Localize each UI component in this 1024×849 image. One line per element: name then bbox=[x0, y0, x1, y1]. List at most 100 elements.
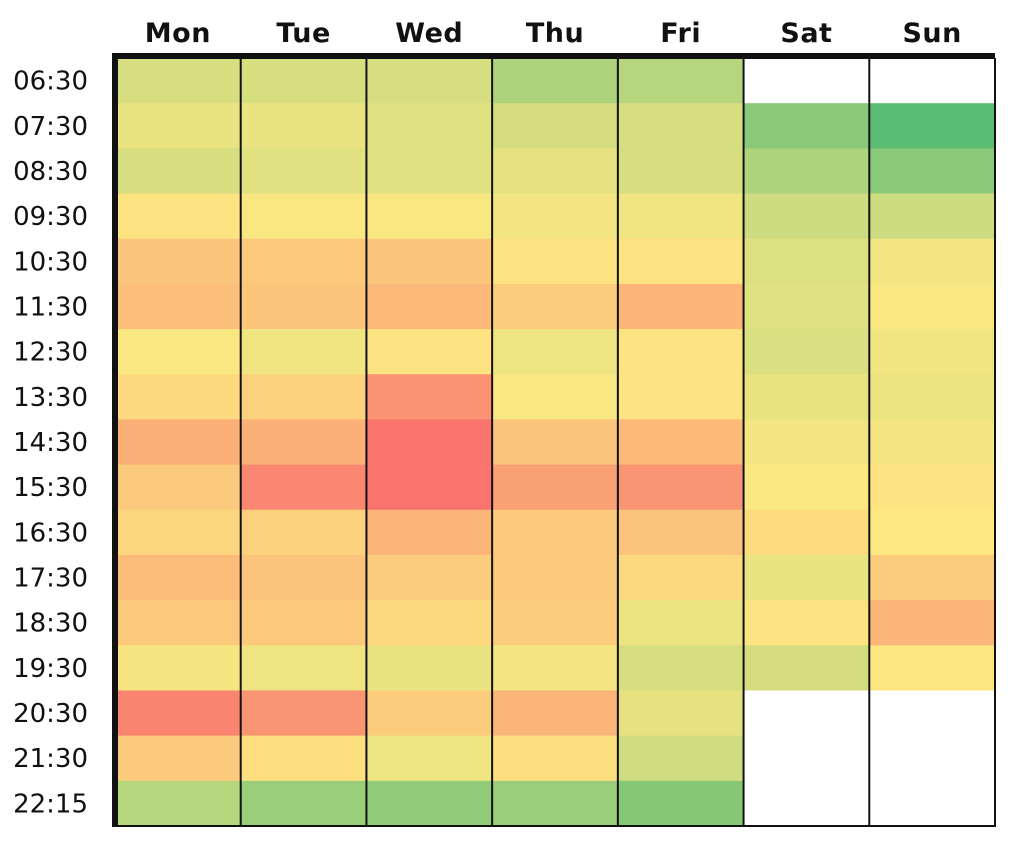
day-label-tue: Tue bbox=[276, 18, 331, 49]
heatmap-cell bbox=[492, 690, 619, 737]
heatmap-cell bbox=[366, 148, 493, 195]
time-label: 07:30 bbox=[13, 112, 88, 142]
heatmap-cell bbox=[115, 329, 242, 375]
time-label: 18:30 bbox=[13, 609, 88, 639]
time-label: 17:30 bbox=[13, 564, 88, 594]
heatmap-cell bbox=[743, 690, 870, 737]
heatmap-cell bbox=[617, 780, 745, 827]
time-label: 13:30 bbox=[13, 383, 88, 413]
heatmap-cell bbox=[366, 509, 493, 556]
heatmap-cell bbox=[366, 645, 493, 692]
heatmap-cell bbox=[492, 600, 619, 646]
heatmap-cell bbox=[617, 329, 745, 375]
heatmap-cell bbox=[743, 238, 870, 285]
time-label: 19:30 bbox=[13, 654, 88, 684]
heatmap-cell bbox=[115, 148, 242, 195]
heatmap-cell bbox=[869, 58, 996, 104]
heatmap-cell bbox=[617, 600, 745, 646]
heatmap-cell bbox=[869, 780, 996, 827]
heatmap-cell bbox=[617, 419, 745, 466]
time-axis-labels: 06:30 07:30 08:30 09:30 10:30 11:30 12:30 13:30… bbox=[13, 67, 88, 820]
heatmap-cell bbox=[366, 283, 493, 330]
time-label: 21:30 bbox=[13, 744, 88, 774]
heatmap-cell bbox=[617, 464, 745, 511]
heatmap-cell bbox=[240, 103, 368, 149]
heatmap-cell bbox=[492, 374, 619, 421]
time-label: 22:15 bbox=[13, 789, 88, 819]
heatmap-cell bbox=[115, 58, 242, 104]
heatmap-cell bbox=[869, 690, 996, 737]
heatmap-cell bbox=[869, 509, 996, 556]
heatmap-cell bbox=[492, 329, 619, 375]
heatmap-cell bbox=[240, 554, 368, 601]
heatmap-cell bbox=[492, 238, 619, 285]
heatmap-cell bbox=[115, 735, 242, 782]
heatmap-cell bbox=[115, 690, 242, 737]
day-label-wed: Wed bbox=[395, 18, 463, 49]
heatmap-cell bbox=[743, 780, 870, 827]
heatmap-cell bbox=[366, 58, 493, 104]
heatmap-cell bbox=[617, 509, 745, 556]
heatmap-cell bbox=[743, 283, 870, 330]
heatmap-cell bbox=[240, 464, 368, 511]
heatmap-cell bbox=[240, 238, 368, 285]
heatmap-cell bbox=[115, 509, 242, 556]
heatmap-cell bbox=[366, 419, 493, 466]
heatmap-cell bbox=[869, 193, 996, 240]
heatmap-cell bbox=[617, 148, 745, 195]
time-label: 15:30 bbox=[13, 473, 88, 503]
heatmap-cell bbox=[240, 690, 368, 737]
heatmap-cell bbox=[492, 148, 619, 195]
heatmap-cell bbox=[492, 735, 619, 782]
heatmap-cell bbox=[743, 374, 870, 421]
heatmap-cell bbox=[869, 419, 996, 466]
heatmap-cell bbox=[617, 374, 745, 421]
heatmap-cell bbox=[492, 283, 619, 330]
heatmap-cell bbox=[492, 464, 619, 511]
time-label: 12:30 bbox=[13, 338, 88, 368]
heatmap-cell bbox=[743, 600, 870, 646]
heatmap-cell bbox=[115, 103, 242, 149]
heatmap-cell bbox=[492, 419, 619, 466]
day-label-fri: Fri bbox=[660, 18, 701, 49]
heatmap-cell bbox=[115, 283, 242, 330]
heatmap-cell bbox=[115, 464, 242, 511]
heatmap-cell bbox=[240, 283, 368, 330]
heatmap-cell bbox=[240, 509, 368, 556]
heatmap-cell bbox=[366, 464, 493, 511]
heatmap-cell bbox=[492, 193, 619, 240]
heatmap-cell bbox=[115, 600, 242, 646]
heatmap-cell bbox=[366, 238, 493, 285]
time-label: 06:30 bbox=[13, 67, 88, 97]
heatmap-cell bbox=[115, 419, 242, 466]
heatmap-cell bbox=[743, 735, 870, 782]
heatmap-cell bbox=[869, 554, 996, 601]
heatmap-cell bbox=[743, 509, 870, 556]
column-dividers bbox=[239, 58, 871, 826]
time-label: 08:30 bbox=[13, 157, 88, 187]
time-label: 20:30 bbox=[13, 699, 88, 729]
heatmap-cell bbox=[492, 645, 619, 692]
heatmap-cell bbox=[115, 193, 242, 240]
heatmap-cell bbox=[366, 735, 493, 782]
heatmap-cell bbox=[617, 103, 745, 149]
day-label-sun: Sun bbox=[902, 18, 961, 49]
heatmap-cell bbox=[366, 103, 493, 149]
heatmap-cell bbox=[115, 554, 242, 601]
heatmap-cell bbox=[869, 600, 996, 646]
heatmap-cell bbox=[240, 193, 368, 240]
heatmap-cell bbox=[617, 735, 745, 782]
day-label-thu: Thu bbox=[526, 18, 584, 49]
heatmap-cell bbox=[240, 600, 368, 646]
heatmap-cell bbox=[492, 58, 619, 104]
day-axis-labels: Mon Tue Wed Thu Fri Sat Sun bbox=[145, 18, 962, 49]
heatmap-cell bbox=[240, 374, 368, 421]
heatmap-cell bbox=[617, 690, 745, 737]
heatmap-cell bbox=[366, 374, 493, 421]
heatmap-cell bbox=[492, 509, 619, 556]
heatmap-cell bbox=[617, 283, 745, 330]
heatmap-cell bbox=[869, 103, 996, 149]
heatmap-cell bbox=[743, 103, 870, 149]
heatmap-cell bbox=[869, 374, 996, 421]
